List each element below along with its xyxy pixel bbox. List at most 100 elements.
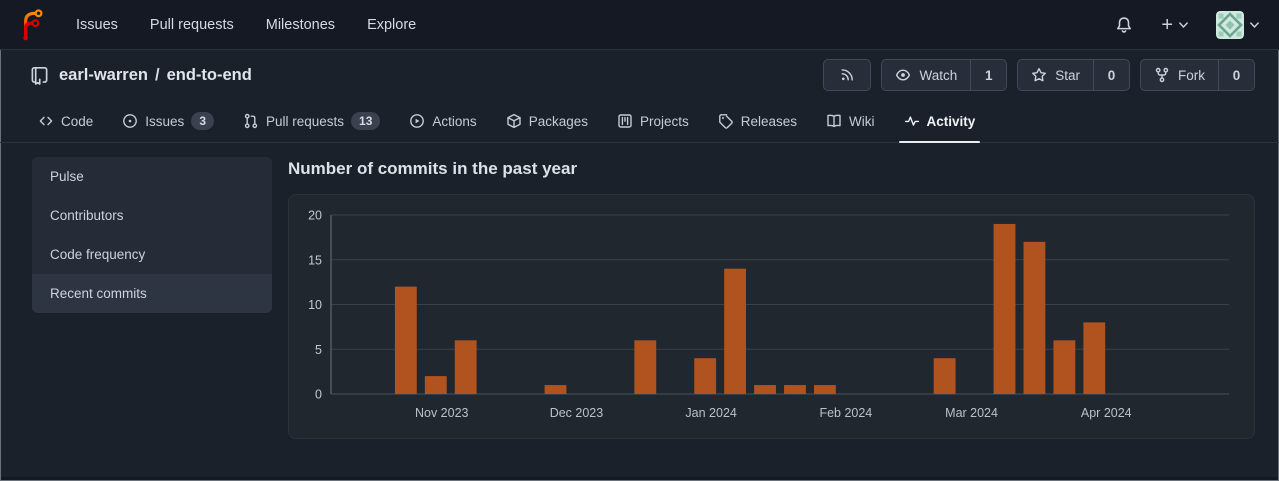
project-board-icon (618, 114, 632, 128)
commits-chart-panel: 0 5 10 15 20 Nov 2023 Dec 2023 Jan 2024 Feb 2024… (288, 194, 1255, 439)
y-axis-tick-label: 20 (308, 209, 322, 223)
book-icon (827, 114, 841, 128)
commit-bar (394, 286, 417, 394)
git-fork-icon (1155, 67, 1169, 83)
commit-bar (1023, 241, 1046, 394)
issue-opened-icon (123, 114, 138, 128)
tab-activity[interactable]: Activity (894, 100, 986, 143)
chart-title: Number of commits in the past year (288, 159, 578, 178)
chevron-down-icon (1250, 21, 1259, 28)
y-axis-tick-label: 5 (315, 343, 322, 357)
commit-bar (424, 376, 447, 394)
repo-action-buttons: Watch 1 Star 0 Fo (823, 59, 1255, 91)
commit-bar (694, 358, 717, 394)
commits-bar-chart: 0 5 10 15 20 Nov 2023 Dec 2023 Jan 2024 Feb 2024… (308, 209, 1229, 420)
rss-feed-button[interactable] (823, 59, 872, 91)
commit-bar (544, 385, 567, 394)
notifications-bell-icon[interactable] (1115, 16, 1133, 34)
repo-tabbar: Code Issues 3 Pull requests 13 Actions P… (0, 100, 1279, 143)
star-icon (1032, 68, 1047, 82)
tab-label: Issues (145, 113, 185, 129)
nav-issues[interactable]: Issues (76, 16, 118, 33)
commit-bar (454, 340, 477, 394)
nav-explore[interactable]: Explore (367, 16, 417, 33)
fork-button[interactable]: Fork 0 (1140, 59, 1255, 91)
tab-label: Wiki (849, 113, 875, 129)
chevron-down-icon (1179, 21, 1188, 28)
create-new-dropdown[interactable]: + (1161, 15, 1188, 35)
star-label: Star (1055, 67, 1080, 83)
activity-content: Pulse Contributors Code frequency Recent… (0, 143, 1279, 439)
pulse-icon (904, 116, 919, 126)
top-navbar: Issues Pull requests Milestones Explore … (0, 0, 1279, 50)
pull-requests-count-badge: 13 (351, 111, 381, 131)
tab-actions[interactable]: Actions (399, 100, 486, 142)
tab-packages[interactable]: Packages (496, 100, 598, 142)
watch-label: Watch (919, 67, 958, 83)
repo-owner-link[interactable]: earl-warren (59, 65, 148, 84)
navbar-right: + (1115, 10, 1259, 39)
commit-bar (813, 385, 836, 394)
activity-sidebar-menu: Pulse Contributors Code frequency Recent… (32, 157, 272, 313)
tab-releases[interactable]: Releases (708, 100, 807, 142)
x-axis-tick-label: Nov 2023 (415, 406, 469, 420)
sidebar-item-recent-commits[interactable]: Recent commits (32, 274, 272, 313)
user-menu-dropdown[interactable] (1216, 10, 1259, 39)
fork-label: Fork (1178, 67, 1205, 83)
tab-label: Activity (926, 113, 976, 129)
tab-label: Actions (432, 113, 477, 129)
nav-milestones[interactable]: Milestones (265, 16, 336, 33)
repo-name-link[interactable]: end-to-end (166, 65, 252, 84)
code-icon (39, 116, 53, 126)
commit-bar (993, 223, 1016, 394)
bottom-window-strip (1, 477, 1278, 480)
tag-icon (718, 114, 733, 129)
tab-label: Code (61, 113, 94, 129)
commit-bar (1083, 322, 1106, 394)
repo-title-separator: / (154, 65, 160, 84)
x-axis-tick-label: Dec 2023 (550, 406, 604, 420)
watch-button[interactable]: Watch 1 (881, 59, 1008, 91)
rss-icon (841, 69, 854, 81)
tab-wiki[interactable]: Wiki (816, 100, 885, 142)
commit-bar (754, 385, 776, 394)
plus-icon: + (1161, 13, 1173, 36)
x-axis-tick-label: Apr 2024 (1081, 406, 1132, 420)
recent-commits-main: Number of commits in the past year 0 5 10 1… (288, 157, 1255, 439)
repo-title: earl-warren / end-to-end (59, 66, 252, 85)
tab-label: Projects (639, 113, 689, 129)
eye-icon (896, 69, 911, 81)
repository-icon (31, 66, 48, 85)
y-axis-tick-label: 10 (308, 298, 322, 312)
play-circle-icon (410, 114, 425, 128)
commit-bar (933, 358, 956, 394)
commit-bar (724, 268, 747, 394)
issues-count-badge: 3 (191, 111, 214, 131)
tab-label: Packages (528, 113, 588, 129)
tab-issues[interactable]: Issues 3 (112, 100, 224, 142)
commit-bar (784, 385, 806, 394)
star-button[interactable]: Star 0 (1017, 59, 1130, 91)
main-nav: Issues Pull requests Milestones Explore (76, 17, 416, 33)
nav-pull-requests[interactable]: Pull requests (149, 16, 234, 33)
tab-projects[interactable]: Projects (607, 100, 699, 142)
sidebar-item-code-frequency[interactable]: Code frequency (50, 247, 146, 262)
tab-code[interactable]: Code (28, 100, 103, 142)
sidebar-item-contributors[interactable]: Contributors (50, 208, 124, 223)
commit-bar (634, 340, 657, 394)
x-axis-tick-label: Jan 2024 (685, 406, 736, 420)
tab-label: Releases (740, 113, 798, 129)
git-pull-request-icon (244, 113, 258, 129)
fork-count[interactable]: 0 (1218, 60, 1254, 90)
repo-header: earl-warren / end-to-end (0, 50, 1279, 100)
forgejo-logo-icon[interactable] (18, 8, 48, 41)
watch-count[interactable]: 1 (970, 60, 1006, 90)
x-axis-tick-label: Feb 2024 (819, 406, 872, 420)
tab-label: Pull requests (266, 113, 345, 129)
y-axis-tick-label: 15 (308, 253, 322, 267)
user-avatar-identicon (1216, 10, 1244, 39)
tab-pull-requests[interactable]: Pull requests 13 (233, 100, 390, 142)
star-count[interactable]: 0 (1093, 60, 1129, 90)
sidebar-item-pulse[interactable]: Pulse (50, 169, 84, 184)
